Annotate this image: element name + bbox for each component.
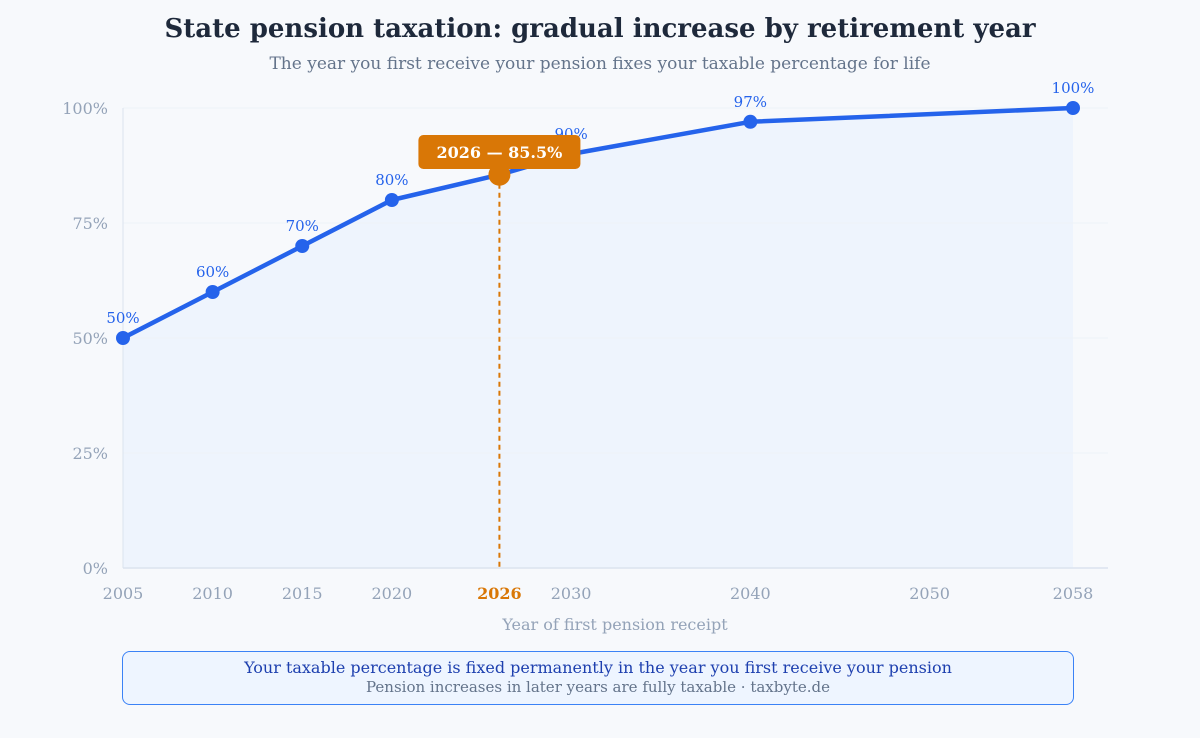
x-tick-label: 2015: [282, 584, 323, 603]
data-point: [743, 114, 758, 129]
y-tick-label: 0%: [83, 559, 108, 578]
y-tick-label: 50%: [72, 329, 108, 348]
data-point: [116, 331, 130, 345]
data-label: 97%: [734, 93, 767, 111]
data-point: [295, 239, 310, 253]
y-tick-label: 25%: [72, 444, 108, 463]
line-chart: 0% 25% 50% 75% 100% 2005 2010 2015 2020 2026 2030 2…: [62, 79, 1108, 634]
series-line: [120, 105, 1076, 341]
data-point: [384, 193, 399, 207]
chart-title: State pension taxation: gradual increase…: [164, 14, 1036, 44]
x-tick-label: 2005: [103, 584, 144, 603]
x-tick-label: 2020: [372, 584, 413, 603]
x-tick-label-highlight: 2026: [477, 584, 522, 603]
x-tick-label: 2058: [1053, 584, 1094, 603]
chart-subtitle: The year you first receive your pension …: [269, 54, 931, 74]
y-tick-label: 75%: [72, 214, 108, 233]
data-label: 50%: [106, 309, 139, 327]
x-tick-label: 2030: [551, 584, 592, 603]
data-point: [205, 285, 220, 299]
info-note-box: Your taxable percentage is fixed permane…: [122, 651, 1074, 705]
data-label: 100%: [1052, 79, 1095, 97]
x-axis-title: Year of first pension receipt: [501, 615, 728, 634]
highlight-callout-label: 2026 — 85.5%: [436, 143, 562, 162]
data-label: 70%: [286, 217, 319, 235]
highlight-point: [488, 163, 511, 186]
info-note-line-2: Pension increases in later years are ful…: [366, 678, 830, 696]
highlight-callout-box: [418, 135, 581, 169]
y-tick-label: 100%: [62, 99, 108, 118]
data-label: 80%: [375, 171, 408, 189]
info-note-line-1: Your taxable percentage is fixed permane…: [244, 658, 952, 677]
data-point: [1066, 101, 1080, 115]
x-tick-label: 2040: [730, 584, 771, 603]
x-tick-label: 2050: [909, 584, 950, 603]
data-label: 60%: [196, 263, 229, 281]
x-tick-label: 2010: [192, 584, 233, 603]
